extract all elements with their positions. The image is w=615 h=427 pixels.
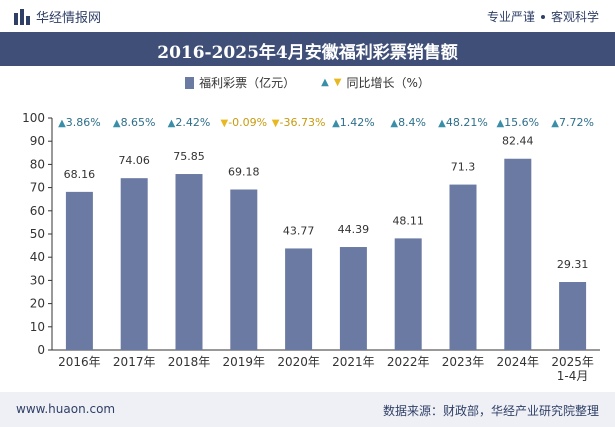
x-tick-label: 2017年 [113, 355, 156, 369]
bar-value-label: 48.11 [392, 214, 424, 227]
bar [559, 282, 587, 350]
bar-value-label: 29.31 [557, 258, 589, 271]
x-tick-label: 2023年 [442, 355, 485, 369]
x-tick-label: 2024年 [497, 355, 540, 369]
growth-label: ▲7.72% [551, 116, 594, 129]
header-tags: 专业严谨 客观科学 [487, 8, 599, 25]
tag-objective: 客观科学 [550, 10, 599, 24]
legend: 福利彩票（亿元） ▲ ▼ 同比增长（%） [0, 74, 615, 91]
bar-value-label: 44.39 [338, 223, 370, 236]
legend-bar-label: 福利彩票（亿元） [199, 76, 296, 90]
growth-label: ▲48.21% [438, 116, 488, 129]
chart-title: 2016-2025年4月安徽福利彩票销售额 [157, 43, 458, 63]
x-tick-label: 2016年 [58, 355, 101, 369]
bar [175, 174, 203, 350]
growth-label: ▼-36.73% [272, 116, 326, 129]
x-tick-label: 2019年 [223, 355, 266, 369]
growth-label: ▲8.4% [390, 116, 426, 129]
footer-website[interactable]: www.huaon.com [16, 402, 116, 416]
top-bar: 华经情报网 专业严谨 客观科学 [0, 0, 615, 32]
y-tick-label: 50 [30, 227, 45, 241]
y-tick-label: 20 [30, 297, 45, 311]
legend-item-growth: ▲ ▼ 同比增长（%） [321, 74, 430, 91]
brand-logo-icon [14, 8, 30, 25]
bar-value-label: 74.06 [118, 154, 150, 167]
growth-label: ▲2.42% [168, 116, 211, 129]
y-tick-label: 0 [37, 343, 45, 357]
growth-label: ▲8.65% [113, 116, 156, 129]
bar-value-label: 68.16 [64, 168, 96, 181]
bar-value-label: 69.18 [228, 166, 260, 179]
bar [339, 247, 367, 350]
bar-value-label: 71.3 [451, 161, 476, 174]
footer: www.huaon.com 数据来源：财政部，华经产业研究院整理 [0, 392, 615, 427]
y-tick-label: 80 [30, 157, 45, 171]
y-tick-label: 10 [30, 320, 45, 334]
y-tick-label: 90 [30, 134, 45, 148]
x-tick-label: 2022年 [387, 355, 430, 369]
legend-item-bar: 福利彩票（亿元） [185, 74, 295, 91]
growth-label: ▲3.86% [58, 116, 101, 129]
growth-label: ▲1.42% [332, 116, 375, 129]
legend-growth-label: 同比增长（%） [346, 76, 430, 90]
bar-value-label: 75.85 [173, 150, 205, 163]
bar-chart: 0 10 20 30 40 50 60 70 80 90 100 68.16 2016年 ▲3.86% 74… [22, 111, 600, 383]
bar [285, 248, 313, 350]
y-tick-label: 70 [30, 181, 45, 195]
y-tick-label: 100 [22, 111, 45, 125]
bar [65, 191, 93, 350]
growth-label: ▼-0.09% [220, 116, 267, 129]
bar [120, 178, 148, 350]
growth-label: ▲15.6% [496, 116, 539, 129]
bar-swatch-icon [185, 76, 195, 89]
x-tick-label: 2020年 [277, 355, 320, 369]
footer-source: 数据来源：财政部，华经产业研究院整理 [382, 404, 599, 418]
bar [449, 184, 477, 350]
title-band: 2016-2025年4月安徽福利彩票销售额 [0, 32, 615, 66]
x-tick-label: 2025年 1-4月 [551, 355, 594, 383]
y-tick-label: 40 [30, 250, 45, 264]
bar [394, 238, 422, 350]
y-tick-label: 60 [30, 204, 45, 218]
tag-professional: 专业严谨 [486, 10, 535, 24]
bar [504, 158, 532, 350]
brand[interactable]: 华经情报网 [14, 7, 101, 26]
bar-value-label: 43.77 [283, 224, 315, 237]
brand-name: 华经情报网 [36, 11, 102, 26]
x-tick-label: 2018年 [168, 355, 211, 369]
separator-dot-icon [540, 14, 545, 19]
triangle-up-icon: ▲ [321, 77, 329, 88]
triangle-down-icon: ▼ [333, 77, 342, 88]
bar [230, 189, 258, 350]
y-tick-label: 30 [30, 273, 45, 287]
bar-value-label: 82.44 [502, 135, 534, 148]
x-tick-label: 2021年 [332, 355, 375, 369]
